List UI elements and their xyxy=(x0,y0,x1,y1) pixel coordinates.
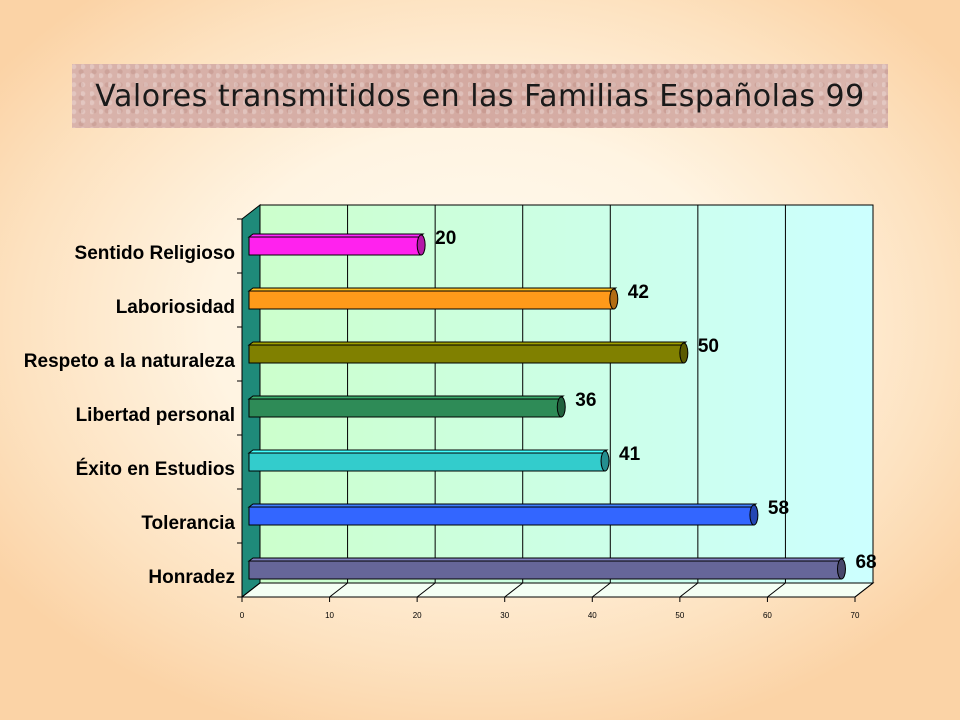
bar-cap xyxy=(600,450,610,472)
bar xyxy=(248,452,606,472)
floor-gridline xyxy=(591,582,611,598)
bar xyxy=(248,290,615,310)
category-label: Respeto a la naturaleza xyxy=(24,351,236,372)
data-label: 36 xyxy=(575,390,596,411)
floor-gridline xyxy=(416,582,436,598)
page-title: Valores transmitidos en las Familias Esp… xyxy=(95,78,865,114)
x-tick-label: 30 xyxy=(500,611,509,620)
category-label: Sentido Religioso xyxy=(75,243,235,264)
floor-gridline xyxy=(241,582,261,598)
bar xyxy=(248,398,562,418)
data-label: 50 xyxy=(698,336,719,357)
bar xyxy=(248,236,422,256)
bar-cap xyxy=(556,396,566,418)
data-label: 20 xyxy=(435,228,456,249)
bar xyxy=(248,560,842,580)
bar-cap xyxy=(679,342,689,364)
floor-gridline xyxy=(767,582,786,598)
bar xyxy=(248,344,685,364)
data-label: 68 xyxy=(855,552,876,573)
data-label: 41 xyxy=(619,444,641,465)
x-tick-label: 40 xyxy=(588,611,597,620)
data-label: 42 xyxy=(628,282,649,303)
category-label: Laboriosidad xyxy=(116,297,235,318)
data-label: 58 xyxy=(768,498,789,519)
bar-cap xyxy=(836,558,846,580)
x-tick-label: 0 xyxy=(240,611,245,620)
x-tick-label: 20 xyxy=(413,611,422,620)
x-tick-label: 60 xyxy=(763,611,772,620)
bar-cap xyxy=(749,504,759,526)
floor-gridline xyxy=(679,582,699,598)
x-tick-label: 70 xyxy=(851,611,860,620)
x-tick-label: 50 xyxy=(675,611,684,620)
floor-gridline xyxy=(329,582,348,598)
category-label: Éxito en Estudios xyxy=(76,458,235,480)
floor-gridline xyxy=(504,582,524,598)
x-tick-label: 10 xyxy=(325,611,334,620)
category-label: Tolerancia xyxy=(141,513,235,534)
title-banner: Valores transmitidos en las Familias Esp… xyxy=(72,64,888,128)
bar-cap xyxy=(609,288,619,310)
category-label: Honradez xyxy=(148,567,235,588)
floor-gridline xyxy=(854,582,874,598)
plot-floor xyxy=(240,582,875,598)
bar-cap xyxy=(416,234,426,256)
category-label: Libertad personal xyxy=(76,405,235,426)
plot-back-wall xyxy=(259,204,874,584)
bar xyxy=(248,506,755,526)
